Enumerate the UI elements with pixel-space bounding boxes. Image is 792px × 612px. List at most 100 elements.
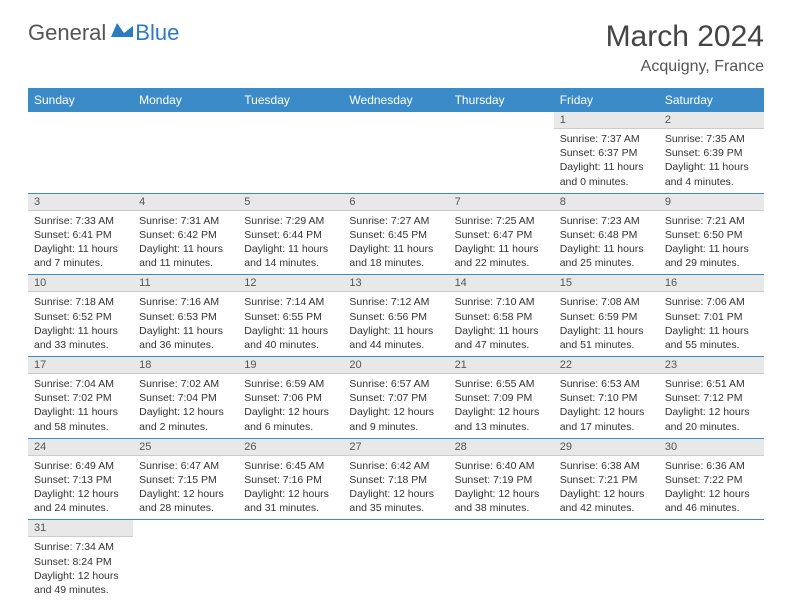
- day-content: Sunrise: 7:10 AMSunset: 6:58 PMDaylight:…: [449, 292, 554, 356]
- day-cell: 7Sunrise: 7:25 AMSunset: 6:47 PMDaylight…: [449, 193, 554, 275]
- calendar-table: Sunday Monday Tuesday Wednesday Thursday…: [28, 88, 764, 601]
- day-cell: 28Sunrise: 6:40 AMSunset: 7:19 PMDayligh…: [449, 438, 554, 520]
- day-content: Sunrise: 7:34 AMSunset: 8:24 PMDaylight:…: [28, 537, 133, 601]
- day-number: 18: [133, 357, 238, 374]
- logo: General Blue: [28, 20, 179, 46]
- day-number: 24: [28, 439, 133, 456]
- logo-text-blue: Blue: [135, 20, 179, 46]
- day-content: Sunrise: 7:25 AMSunset: 6:47 PMDaylight:…: [449, 211, 554, 275]
- day-number: 1: [554, 112, 659, 129]
- day-content: Sunrise: 6:51 AMSunset: 7:12 PMDaylight:…: [659, 374, 764, 438]
- day-number: 8: [554, 194, 659, 211]
- day-number: 30: [659, 439, 764, 456]
- day-cell: 26Sunrise: 6:45 AMSunset: 7:16 PMDayligh…: [238, 438, 343, 520]
- day-cell: 2Sunrise: 7:35 AMSunset: 6:39 PMDaylight…: [659, 112, 764, 193]
- month-title: March 2024: [606, 20, 764, 54]
- day-content: Sunrise: 7:37 AMSunset: 6:37 PMDaylight:…: [554, 129, 659, 193]
- day-cell: 8Sunrise: 7:23 AMSunset: 6:48 PMDaylight…: [554, 193, 659, 275]
- day-cell: 19Sunrise: 6:59 AMSunset: 7:06 PMDayligh…: [238, 357, 343, 439]
- day-number: 15: [554, 275, 659, 292]
- day-content: Sunrise: 7:14 AMSunset: 6:55 PMDaylight:…: [238, 292, 343, 356]
- day-number: 17: [28, 357, 133, 374]
- col-mon: Monday: [133, 88, 238, 112]
- day-number: 2: [659, 112, 764, 129]
- day-number: 29: [554, 439, 659, 456]
- day-cell: 27Sunrise: 6:42 AMSunset: 7:18 PMDayligh…: [343, 438, 448, 520]
- day-number: 7: [449, 194, 554, 211]
- col-wed: Wednesday: [343, 88, 448, 112]
- week-row: 17Sunrise: 7:04 AMSunset: 7:02 PMDayligh…: [28, 357, 764, 439]
- week-row: 24Sunrise: 6:49 AMSunset: 7:13 PMDayligh…: [28, 438, 764, 520]
- day-content: Sunrise: 7:12 AMSunset: 6:56 PMDaylight:…: [343, 292, 448, 356]
- day-cell: 6Sunrise: 7:27 AMSunset: 6:45 PMDaylight…: [343, 193, 448, 275]
- day-content: Sunrise: 7:23 AMSunset: 6:48 PMDaylight:…: [554, 211, 659, 275]
- day-content: Sunrise: 6:45 AMSunset: 7:16 PMDaylight:…: [238, 456, 343, 520]
- day-cell: 14Sunrise: 7:10 AMSunset: 6:58 PMDayligh…: [449, 275, 554, 357]
- day-cell: 15Sunrise: 7:08 AMSunset: 6:59 PMDayligh…: [554, 275, 659, 357]
- day-content: Sunrise: 7:35 AMSunset: 6:39 PMDaylight:…: [659, 129, 764, 193]
- day-cell: 10Sunrise: 7:18 AMSunset: 6:52 PMDayligh…: [28, 275, 133, 357]
- week-row: 3Sunrise: 7:33 AMSunset: 6:41 PMDaylight…: [28, 193, 764, 275]
- day-content: Sunrise: 7:04 AMSunset: 7:02 PMDaylight:…: [28, 374, 133, 438]
- day-content: Sunrise: 6:53 AMSunset: 7:10 PMDaylight:…: [554, 374, 659, 438]
- day-number: 16: [659, 275, 764, 292]
- flag-icon: [111, 23, 133, 44]
- day-content: Sunrise: 7:21 AMSunset: 6:50 PMDaylight:…: [659, 211, 764, 275]
- empty-cell: [343, 520, 448, 601]
- day-content: Sunrise: 6:38 AMSunset: 7:21 PMDaylight:…: [554, 456, 659, 520]
- day-number: 31: [28, 520, 133, 537]
- week-row: 1Sunrise: 7:37 AMSunset: 6:37 PMDaylight…: [28, 112, 764, 193]
- day-number: 21: [449, 357, 554, 374]
- day-content: Sunrise: 6:40 AMSunset: 7:19 PMDaylight:…: [449, 456, 554, 520]
- day-cell: 21Sunrise: 6:55 AMSunset: 7:09 PMDayligh…: [449, 357, 554, 439]
- day-content: Sunrise: 6:57 AMSunset: 7:07 PMDaylight:…: [343, 374, 448, 438]
- day-content: Sunrise: 7:06 AMSunset: 7:01 PMDaylight:…: [659, 292, 764, 356]
- day-cell: 17Sunrise: 7:04 AMSunset: 7:02 PMDayligh…: [28, 357, 133, 439]
- empty-cell: [659, 520, 764, 601]
- day-content: Sunrise: 7:18 AMSunset: 6:52 PMDaylight:…: [28, 292, 133, 356]
- day-number: 23: [659, 357, 764, 374]
- day-content: Sunrise: 6:55 AMSunset: 7:09 PMDaylight:…: [449, 374, 554, 438]
- col-tue: Tuesday: [238, 88, 343, 112]
- day-cell: 13Sunrise: 7:12 AMSunset: 6:56 PMDayligh…: [343, 275, 448, 357]
- day-cell: 25Sunrise: 6:47 AMSunset: 7:15 PMDayligh…: [133, 438, 238, 520]
- day-number: 6: [343, 194, 448, 211]
- empty-cell: [238, 112, 343, 193]
- day-number: 28: [449, 439, 554, 456]
- day-cell: 11Sunrise: 7:16 AMSunset: 6:53 PMDayligh…: [133, 275, 238, 357]
- day-cell: 18Sunrise: 7:02 AMSunset: 7:04 PMDayligh…: [133, 357, 238, 439]
- day-number: 5: [238, 194, 343, 211]
- empty-cell: [449, 520, 554, 601]
- day-number: 10: [28, 275, 133, 292]
- empty-cell: [554, 520, 659, 601]
- empty-cell: [449, 112, 554, 193]
- day-cell: 1Sunrise: 7:37 AMSunset: 6:37 PMDaylight…: [554, 112, 659, 193]
- day-content: Sunrise: 6:36 AMSunset: 7:22 PMDaylight:…: [659, 456, 764, 520]
- day-cell: 23Sunrise: 6:51 AMSunset: 7:12 PMDayligh…: [659, 357, 764, 439]
- day-content: Sunrise: 6:59 AMSunset: 7:06 PMDaylight:…: [238, 374, 343, 438]
- day-cell: 5Sunrise: 7:29 AMSunset: 6:44 PMDaylight…: [238, 193, 343, 275]
- day-cell: 20Sunrise: 6:57 AMSunset: 7:07 PMDayligh…: [343, 357, 448, 439]
- header-row: Sunday Monday Tuesday Wednesday Thursday…: [28, 88, 764, 112]
- col-sat: Saturday: [659, 88, 764, 112]
- empty-cell: [133, 112, 238, 193]
- day-content: Sunrise: 6:42 AMSunset: 7:18 PMDaylight:…: [343, 456, 448, 520]
- title-block: March 2024 Acquigny, France: [606, 20, 764, 76]
- day-number: 20: [343, 357, 448, 374]
- week-row: 10Sunrise: 7:18 AMSunset: 6:52 PMDayligh…: [28, 275, 764, 357]
- logo-text-general: General: [28, 20, 106, 46]
- header: General Blue March 2024 Acquigny, France: [28, 20, 764, 76]
- day-content: Sunrise: 7:31 AMSunset: 6:42 PMDaylight:…: [133, 211, 238, 275]
- day-number: 25: [133, 439, 238, 456]
- day-cell: 24Sunrise: 6:49 AMSunset: 7:13 PMDayligh…: [28, 438, 133, 520]
- day-number: 22: [554, 357, 659, 374]
- day-cell: 22Sunrise: 6:53 AMSunset: 7:10 PMDayligh…: [554, 357, 659, 439]
- day-content: Sunrise: 7:16 AMSunset: 6:53 PMDaylight:…: [133, 292, 238, 356]
- day-number: 9: [659, 194, 764, 211]
- day-cell: 29Sunrise: 6:38 AMSunset: 7:21 PMDayligh…: [554, 438, 659, 520]
- day-number: 13: [343, 275, 448, 292]
- day-content: Sunrise: 6:49 AMSunset: 7:13 PMDaylight:…: [28, 456, 133, 520]
- week-row: 31Sunrise: 7:34 AMSunset: 8:24 PMDayligh…: [28, 520, 764, 601]
- empty-cell: [28, 112, 133, 193]
- day-number: 12: [238, 275, 343, 292]
